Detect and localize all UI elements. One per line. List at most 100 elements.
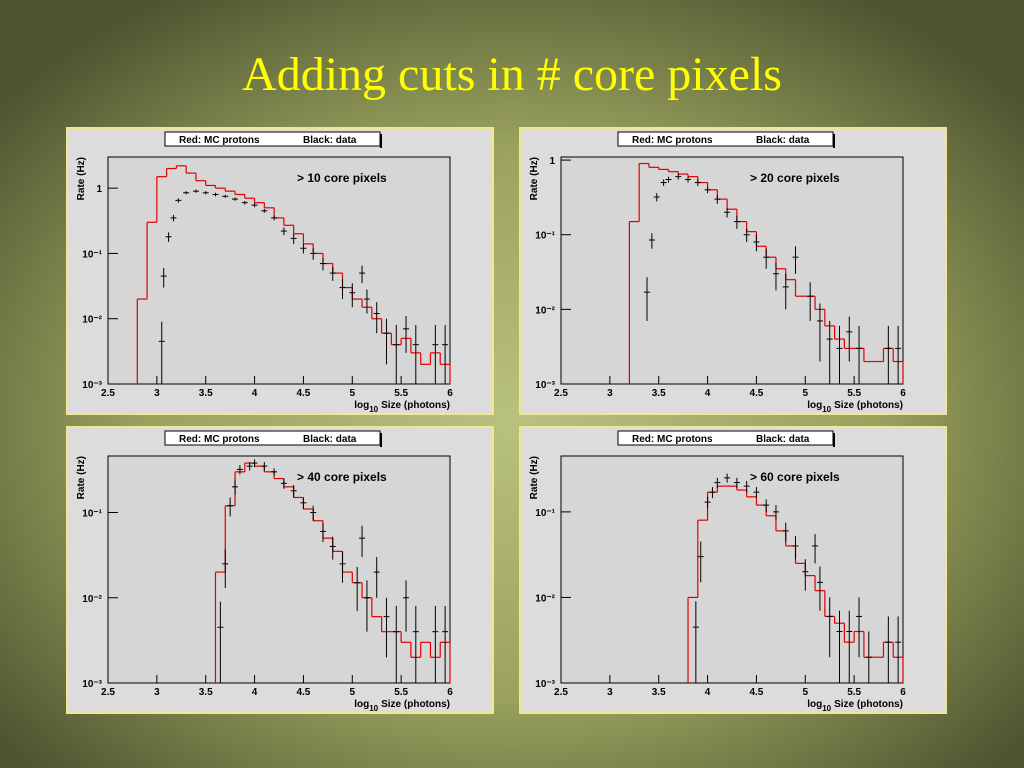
y-tick-label: 10⁻¹ <box>535 231 555 242</box>
data-point <box>704 186 711 194</box>
y-tick-label: 10⁻¹ <box>535 508 555 519</box>
x-tick-label: 5 <box>803 687 809 698</box>
x-tick-label: 2.5 <box>554 388 568 399</box>
data-point <box>271 215 278 221</box>
annotation: > 60 core pixels <box>750 470 840 484</box>
data-point <box>772 262 779 291</box>
chart-panel: Red: MC protons Black: data > 60 core pixe… <box>519 426 947 714</box>
legend-entry: Black: data <box>303 135 357 146</box>
data-point <box>271 468 278 476</box>
data-point <box>836 610 843 683</box>
y-tick-label: 10⁻³ <box>82 679 102 690</box>
data-point <box>359 265 366 284</box>
x-axis-label-base: log <box>354 400 369 411</box>
legend-shadow <box>833 433 835 447</box>
data-point <box>763 499 770 512</box>
data-point <box>232 197 239 201</box>
x-axis-label-sub: 10 <box>369 704 378 713</box>
data-point <box>432 606 439 683</box>
data-point <box>290 485 297 498</box>
data-point <box>846 316 853 362</box>
x-tick-label: 4.5 <box>749 687 763 698</box>
data-point <box>885 616 892 683</box>
data-point <box>412 325 419 384</box>
y-tick-label: 10⁻³ <box>82 380 102 391</box>
data-point <box>826 597 833 658</box>
x-tick-label: 4.5 <box>296 687 310 698</box>
data-point <box>158 321 165 384</box>
data-point <box>232 480 239 496</box>
y-axis-label: Rate (Hz) <box>76 456 87 499</box>
data-points <box>643 174 902 384</box>
x-tick-label: 5.5 <box>394 388 408 399</box>
data-point <box>643 277 650 321</box>
y-tick-label: 10⁻³ <box>535 380 555 391</box>
x-tick-label: 4 <box>252 388 258 399</box>
data-point <box>709 487 716 499</box>
legend: Red: MC protons Black: data <box>164 131 382 148</box>
data-point <box>782 522 789 542</box>
data-point <box>442 325 449 384</box>
y-axis-label: Rate (Hz) <box>529 456 540 499</box>
data-point <box>212 192 219 197</box>
data-point <box>836 325 843 384</box>
data-point <box>251 459 258 468</box>
y-tick-label: 10⁻¹ <box>82 509 102 520</box>
x-axis-label-sub: 10 <box>822 704 831 713</box>
data-point <box>772 505 779 521</box>
plot-area <box>107 455 451 684</box>
data-point <box>339 279 346 300</box>
data-point <box>685 176 692 183</box>
data-point <box>290 233 297 244</box>
y-axis-label: Rate (Hz) <box>529 157 540 200</box>
y-tick-label: 10⁻³ <box>535 679 555 690</box>
x-axis-label: log10 Size (photons) <box>354 699 450 713</box>
data-point <box>160 267 167 288</box>
legend-shadow <box>833 134 835 148</box>
x-tick-label: 3 <box>607 388 613 399</box>
x-axis-label-sub: 10 <box>369 405 378 414</box>
y-tick-label: 10⁻² <box>82 315 102 326</box>
data-point <box>236 465 243 475</box>
x-tick-label: 6 <box>447 388 453 399</box>
data-point <box>816 303 823 362</box>
y-axis-label: Rate (Hz) <box>76 157 87 200</box>
data-point <box>826 320 833 384</box>
data-point <box>202 191 209 195</box>
data-point <box>329 536 336 560</box>
legend-entry: Red: MC protons <box>179 434 260 445</box>
annotation: > 10 core pixels <box>297 171 387 185</box>
data-point <box>165 232 172 242</box>
y-tick-label: 10⁻² <box>82 594 102 605</box>
data-point <box>300 243 307 254</box>
y-tick-label: 10⁻² <box>535 305 555 316</box>
data-point <box>222 549 229 589</box>
data-point <box>403 580 410 632</box>
x-axis-label-sub: 10 <box>822 405 831 414</box>
y-tick-label: 10⁻² <box>535 593 555 604</box>
data-point <box>227 497 234 517</box>
data-point <box>792 246 799 274</box>
data-point <box>192 189 199 193</box>
legend-entry: Red: MC protons <box>632 135 713 146</box>
data-points <box>158 189 449 384</box>
legend: Red: MC protons Black: data <box>617 430 835 447</box>
x-tick-label: 3 <box>154 388 160 399</box>
x-tick-label: 2.5 <box>554 687 568 698</box>
data-point <box>816 566 823 611</box>
chart-panel: Red: MC protons Black: data > 10 core pixe… <box>66 127 494 415</box>
data-point <box>743 228 750 242</box>
data-point <box>714 195 721 204</box>
data-point <box>660 179 667 186</box>
x-axis-label-base: log <box>807 699 822 710</box>
data-point <box>724 207 731 218</box>
data-point <box>694 179 701 186</box>
x-tick-label: 3 <box>154 687 160 698</box>
x-tick-label: 5 <box>350 388 356 399</box>
y-tick-label: 10⁻¹ <box>82 249 102 260</box>
legend-entry: Black: data <box>303 434 357 445</box>
x-tick-label: 3.5 <box>652 388 666 399</box>
x-tick-label: 4 <box>252 687 258 698</box>
data-point <box>246 462 253 471</box>
